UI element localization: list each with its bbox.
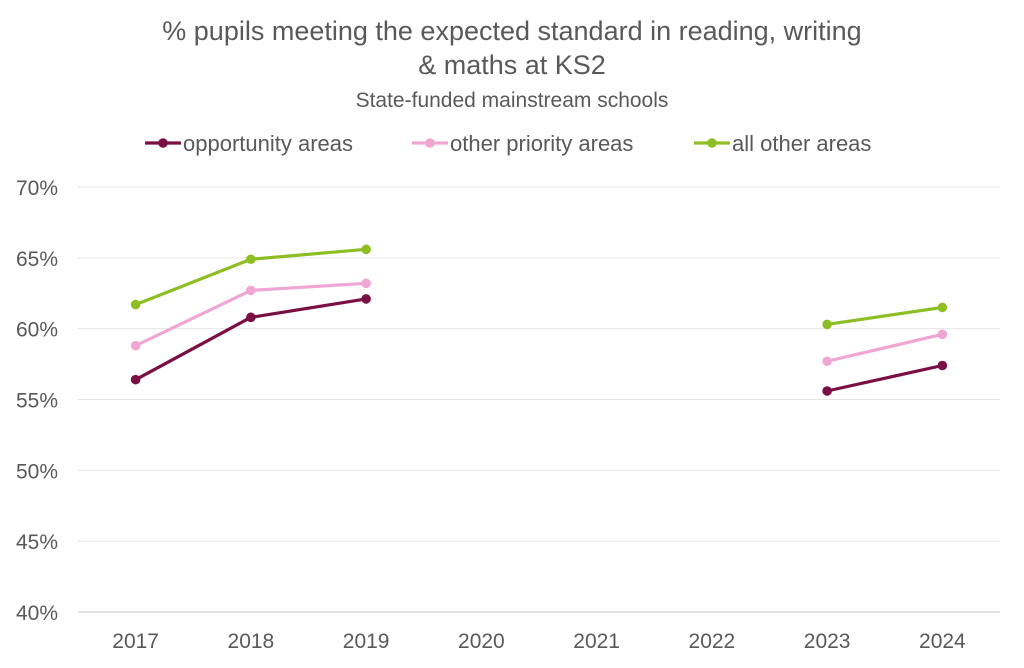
y-tick-label: 40%: [16, 602, 58, 625]
series-group: [130, 244, 948, 396]
x-tick-label: 2024: [919, 630, 966, 653]
data-point: [937, 329, 948, 340]
legend-marker: [425, 138, 435, 148]
data-point: [246, 285, 256, 296]
chart-title-line-1: % pupils meeting the expected standard i…: [162, 16, 861, 46]
series-all-other-areas: [130, 244, 948, 330]
y-tick-label: 55%: [16, 390, 58, 413]
y-axis: 70% 65% 60% 55% 50% 45% 40%: [16, 177, 58, 625]
x-tick-label: 2020: [458, 630, 505, 653]
data-point: [246, 312, 256, 323]
data-point: [822, 386, 832, 396]
data-point: [822, 319, 832, 330]
series-line: [825, 305, 944, 327]
legend-item: other priority areas: [412, 131, 633, 156]
data-point: [130, 374, 141, 385]
gridlines: [78, 186, 1000, 542]
data-point: [246, 254, 256, 265]
series-opportunity-areas: [130, 294, 948, 396]
data-point: [130, 299, 141, 310]
chart-subtitle: State-funded mainstream schools: [356, 89, 669, 112]
series-line: [134, 297, 368, 382]
y-tick-label: 65%: [16, 248, 58, 271]
legend-marker: [158, 138, 168, 148]
data-point: [361, 278, 371, 289]
y-tick-label: 50%: [16, 460, 58, 483]
x-axis: 2017 2018 2019 2020 2021 2022 2023 2024: [78, 611, 1000, 653]
series-line: [825, 332, 944, 363]
chart-title-line-2: & maths at KS2: [418, 50, 606, 80]
legend-label: all other areas: [732, 131, 871, 156]
x-tick-label: 2021: [573, 630, 620, 653]
data-point: [937, 302, 948, 313]
x-tick-label: 2017: [112, 630, 159, 653]
data-point: [937, 360, 948, 371]
y-tick-label: 70%: [16, 177, 58, 200]
data-point: [361, 294, 371, 304]
y-tick-label: 45%: [16, 531, 58, 554]
x-tick-label: 2018: [228, 630, 275, 653]
series-line: [825, 363, 944, 393]
legend: opportunity areas other priority areas all…: [145, 131, 871, 156]
data-point: [822, 356, 832, 367]
x-tick-label: 2022: [689, 630, 736, 653]
series-other-priority-areas: [130, 278, 948, 367]
legend-item: opportunity areas: [145, 131, 353, 156]
x-tick-label: 2019: [343, 630, 390, 653]
legend-marker: [707, 138, 717, 148]
data-point: [361, 244, 371, 255]
x-tick-label: 2023: [804, 630, 851, 653]
legend-label: opportunity areas: [183, 131, 353, 156]
y-tick-label: 60%: [16, 319, 58, 342]
legend-label: other priority areas: [450, 131, 633, 156]
data-point: [130, 340, 141, 351]
legend-item: all other areas: [694, 131, 871, 156]
